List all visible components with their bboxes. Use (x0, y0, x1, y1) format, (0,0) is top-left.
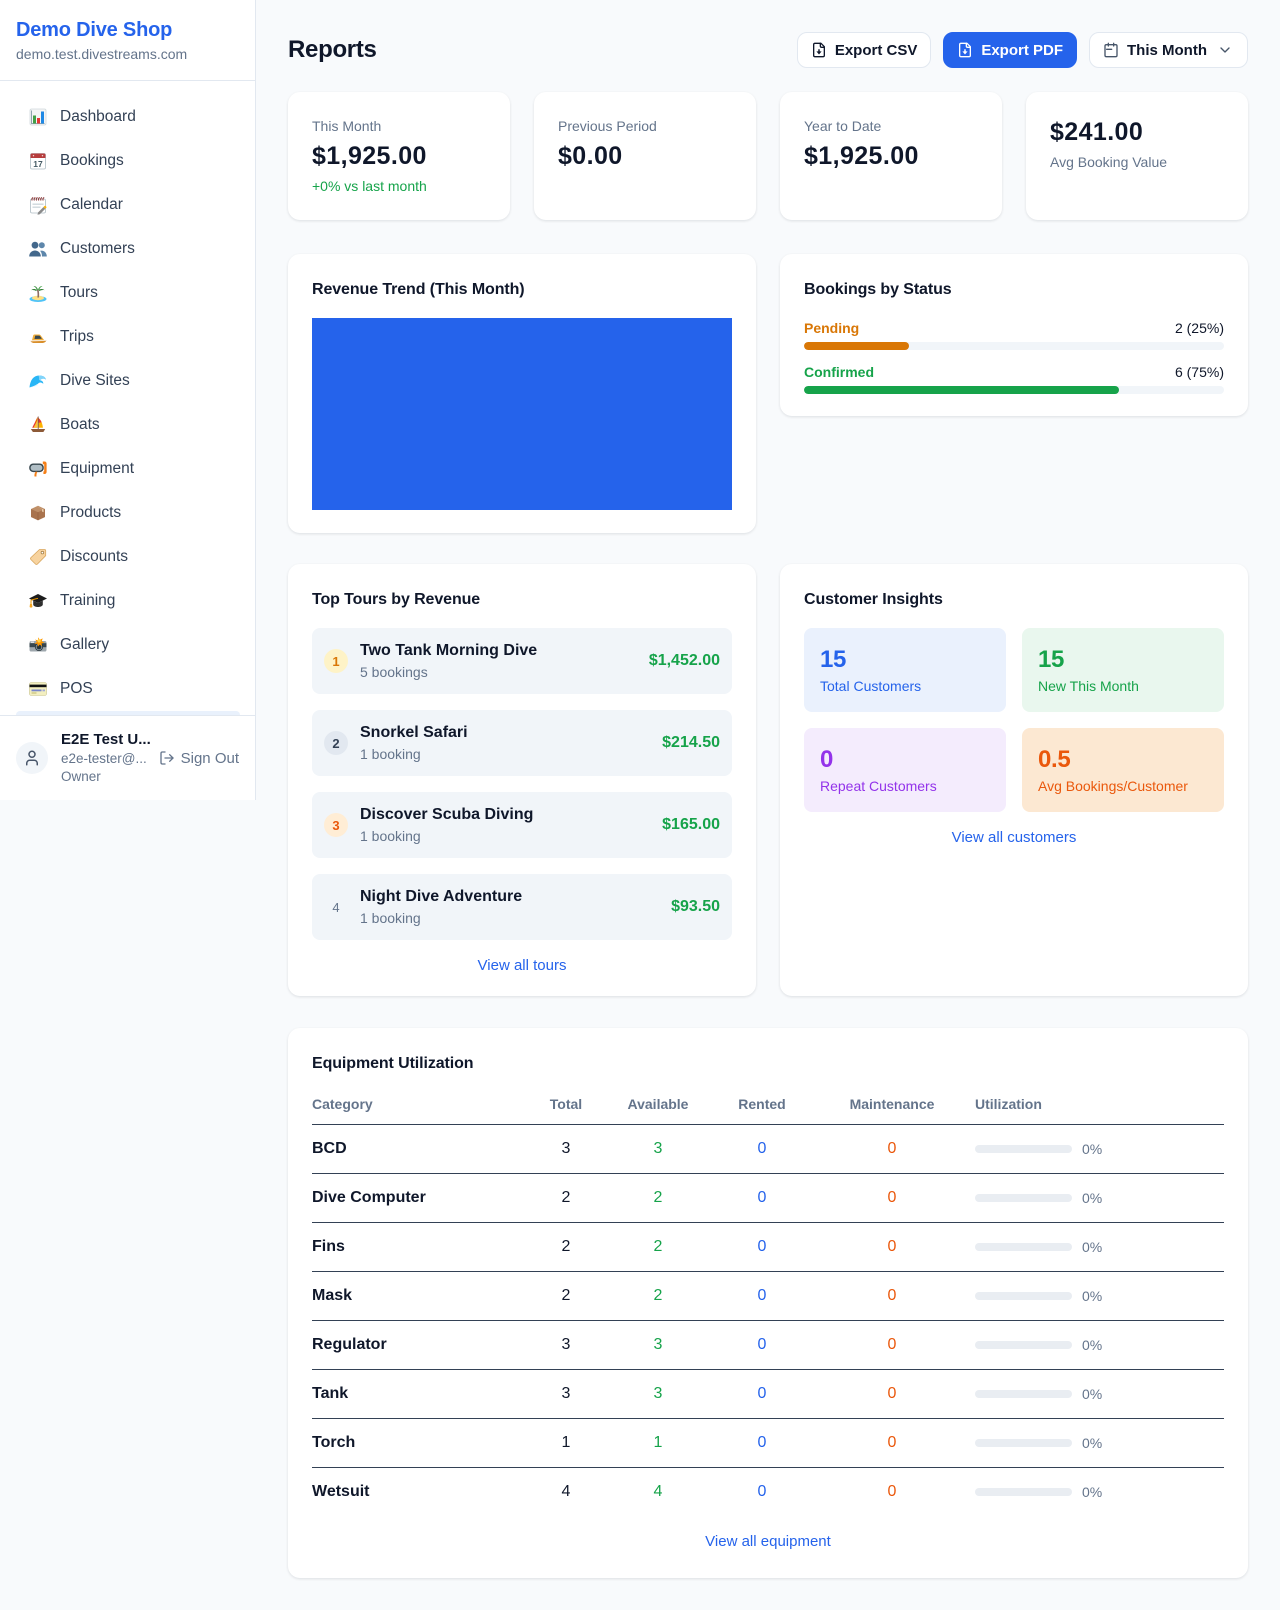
svg-text:17: 17 (33, 159, 43, 169)
